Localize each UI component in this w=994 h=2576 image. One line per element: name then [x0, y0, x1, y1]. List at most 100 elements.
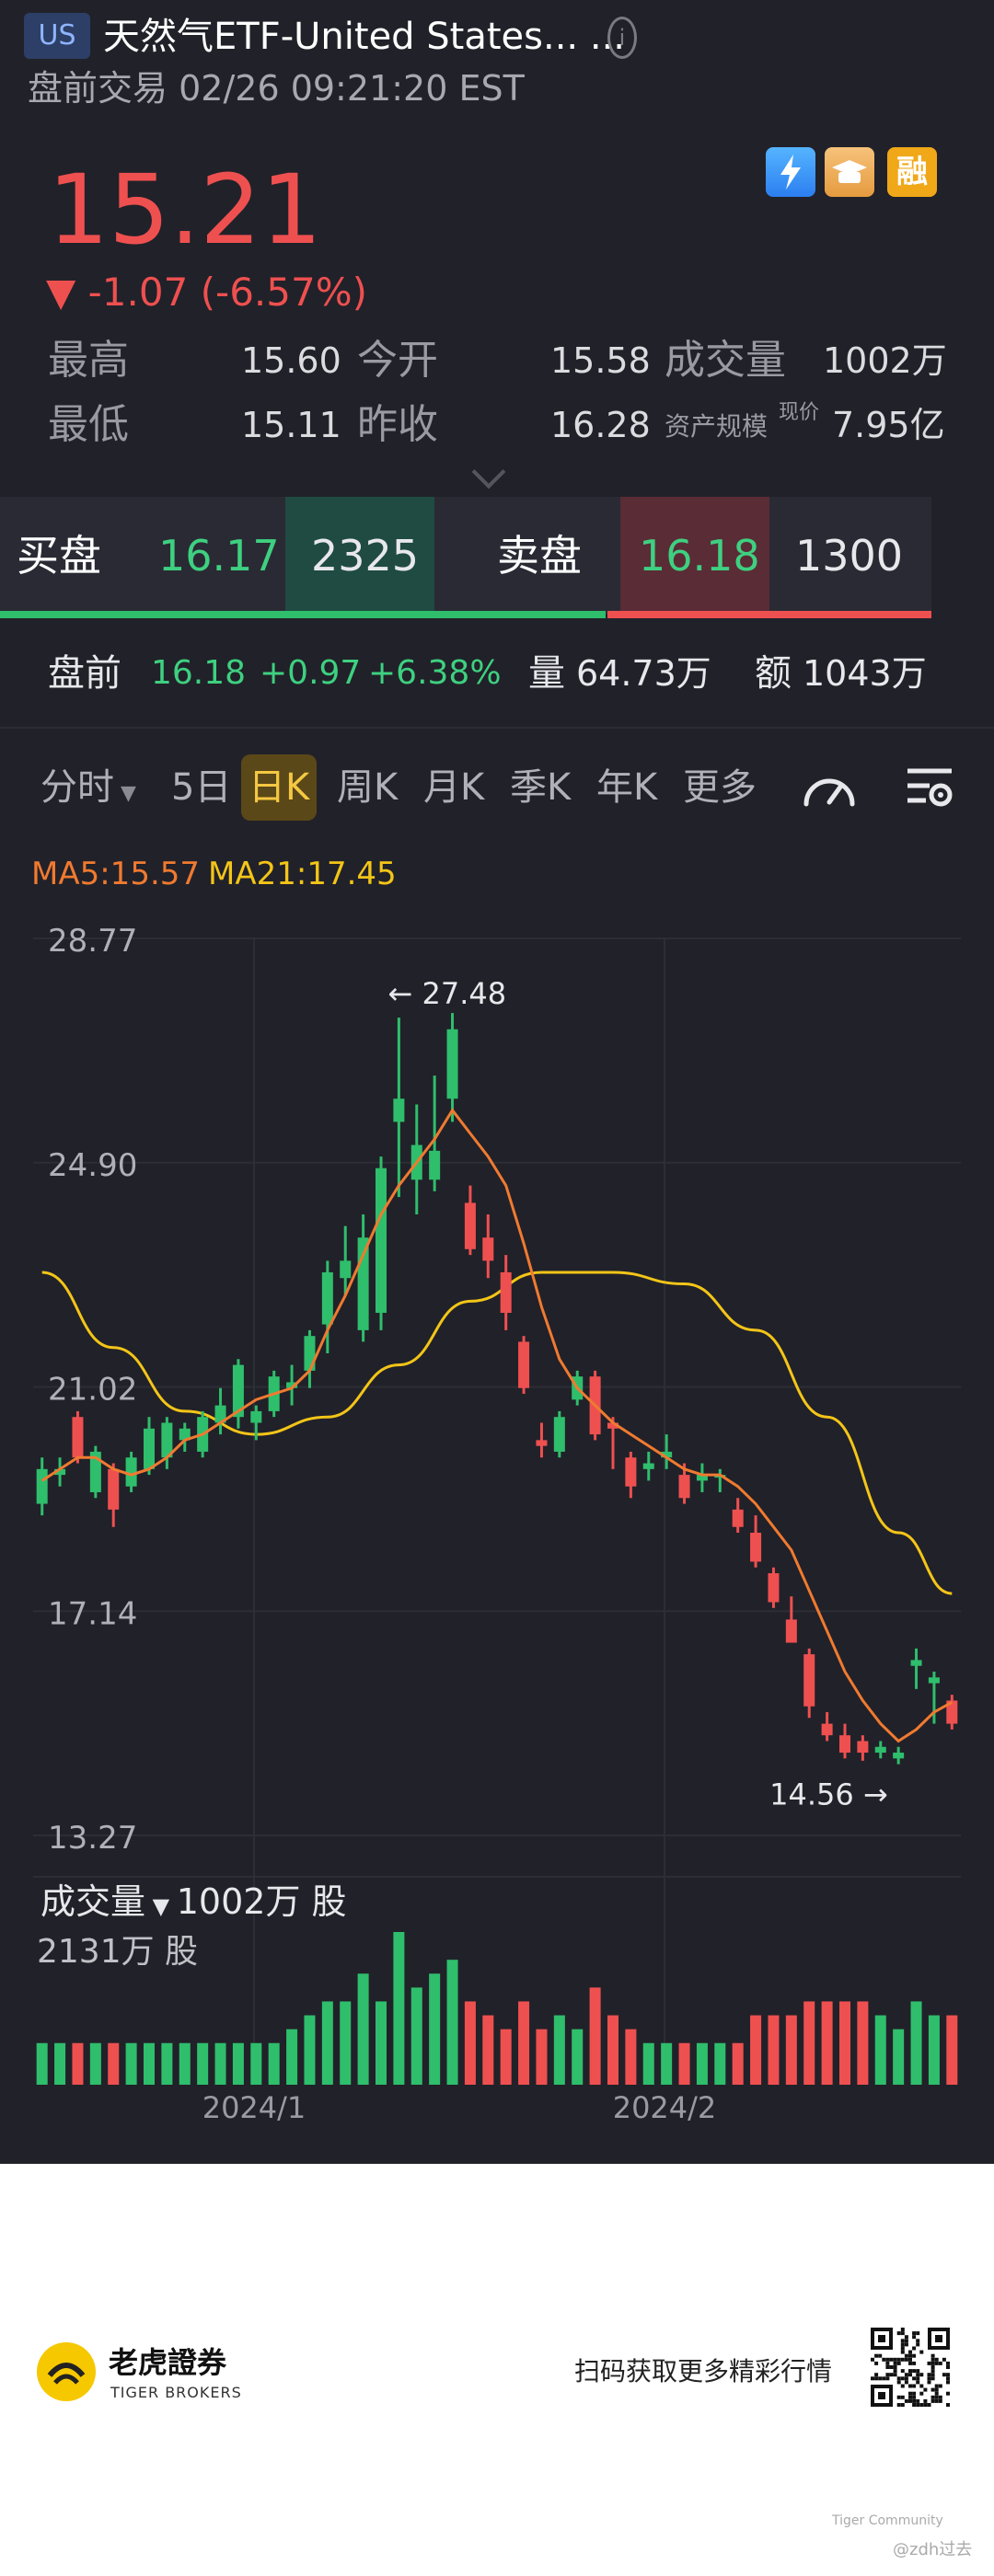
- tab-yearly-k[interactable]: 年K: [596, 766, 658, 809]
- volume-bar: [161, 2042, 173, 2085]
- max-annotation: ← 27.48: [388, 976, 507, 1011]
- ma21-line: [41, 1271, 953, 1595]
- education-icon[interactable]: [825, 147, 874, 197]
- volume-bar: [197, 2042, 209, 2085]
- qr-code-icon[interactable]: [867, 2324, 954, 2410]
- candle-body: [357, 1237, 369, 1330]
- high-label: 最高: [48, 337, 129, 384]
- premarket-vol-label: 量: [528, 652, 565, 695]
- tab-quarterly-k[interactable]: 季K: [510, 766, 572, 809]
- chart-settings-icon[interactable]: [902, 762, 957, 817]
- ask-size[interactable]: 1300: [795, 531, 904, 581]
- price-change: ▼ -1.07 (-6.57%): [46, 270, 368, 315]
- divider: [0, 727, 994, 729]
- low-label: 最低: [48, 401, 129, 448]
- volume-value: 1002万: [823, 340, 947, 381]
- tab-weekly-k[interactable]: 周K: [337, 766, 399, 809]
- volume-bar: [54, 2042, 66, 2085]
- volume-bar: [518, 2001, 530, 2085]
- candle-body: [482, 1237, 494, 1261]
- margin-tag[interactable]: 融: [887, 147, 937, 197]
- last-price: 15.21: [48, 154, 322, 266]
- candle-body: [803, 1654, 815, 1707]
- orderbook: [0, 497, 931, 615]
- caret-down-icon: ▼: [114, 782, 136, 805]
- candle-body: [89, 1451, 101, 1492]
- volume-bar: [928, 2015, 940, 2085]
- session-status: 盘前交易 02/26 09:21:20 EST: [28, 64, 525, 112]
- candle-body: [910, 1660, 922, 1666]
- volume-bar: [125, 2042, 137, 2085]
- tab-more[interactable]: 更多: [683, 766, 757, 809]
- candle-body: [553, 1417, 565, 1452]
- volume-bar: [500, 2029, 512, 2085]
- bolt-icon[interactable]: [766, 147, 815, 197]
- ticker-title[interactable]: 天然气ETF-United States... ...: [103, 16, 626, 58]
- candle-body: [642, 1463, 654, 1469]
- bid-size-cell: [285, 497, 434, 615]
- volume-bar: [946, 2015, 958, 2085]
- brand-cn: 老虎證券: [109, 2345, 227, 2380]
- tab-intraday[interactable]: 分时 ▼: [40, 754, 136, 827]
- info-icon[interactable]: i: [607, 17, 637, 59]
- candle-body: [429, 1150, 441, 1180]
- ask-ratio-bar: [607, 611, 931, 618]
- open-value: 15.58: [550, 340, 651, 381]
- volume-bar: [232, 2042, 244, 2085]
- candle-body: [143, 1428, 156, 1469]
- volume-bar: [642, 2042, 654, 2085]
- candle-body: [464, 1202, 476, 1249]
- candle-body: [661, 1451, 673, 1458]
- quote-screen: US 天然气ETF-United States... ... i 盘前交易 02…: [0, 0, 994, 2164]
- volume-bar: [179, 2042, 191, 2085]
- volume-bar: [72, 2042, 84, 2085]
- prev-close-label: 昨收: [357, 401, 438, 448]
- tab-monthly-k[interactable]: 月K: [423, 766, 485, 809]
- volume-bar: [304, 2015, 316, 2085]
- candle-body: [321, 1271, 333, 1325]
- candle-body: [893, 1753, 905, 1759]
- volume-bar: [214, 2042, 226, 2085]
- ask-price[interactable]: 16.18: [639, 531, 760, 581]
- y-tick-label: 28.77: [48, 923, 137, 960]
- volume-bar: [803, 2001, 815, 2085]
- volume-bar: [714, 2042, 726, 2085]
- tab-intraday-label: 分时: [40, 766, 114, 809]
- premarket-amt-label: 额: [755, 652, 792, 695]
- aum-value: 7.95亿: [832, 405, 945, 445]
- volume-bar: [429, 1973, 441, 2085]
- candle-body: [72, 1417, 84, 1458]
- premarket-pct: +6.38%: [368, 654, 502, 692]
- session-label: 盘前交易: [28, 68, 168, 109]
- premarket-label: 盘前: [48, 652, 121, 695]
- chevron-down-icon[interactable]: [471, 454, 506, 489]
- volume-bar: [821, 2001, 833, 2085]
- gauge-icon[interactable]: [799, 762, 860, 817]
- volume-bar: [268, 2042, 280, 2085]
- candle-body: [536, 1440, 548, 1446]
- candle-body: [857, 1741, 869, 1754]
- watermark-user: @zdh过去: [893, 2540, 973, 2559]
- open-label: 今开: [357, 337, 438, 384]
- bid-price[interactable]: 16.17: [158, 531, 280, 581]
- volume-indicator-value: 1002万 股: [176, 1881, 347, 1922]
- brand-en: TIGER BROKERS: [110, 2384, 242, 2401]
- volume-header[interactable]: 成交量 ▼ 1002万 股: [40, 1877, 347, 1931]
- market-badge: US: [24, 13, 90, 59]
- tab-daily-k[interactable]: 日K: [241, 754, 318, 821]
- tab-5day[interactable]: 5日: [171, 766, 232, 809]
- candle-body: [607, 1422, 619, 1429]
- premarket-change: +0.97: [260, 654, 362, 692]
- candle-body: [821, 1723, 833, 1736]
- volume-bar: [357, 1973, 369, 2085]
- volume-bar: [678, 2042, 690, 2085]
- candle-body: [286, 1382, 298, 1388]
- bid-size[interactable]: 2325: [311, 531, 420, 581]
- volume-bar: [785, 2015, 797, 2085]
- ask-price-cell: [620, 497, 769, 615]
- ma5-line: [40, 1108, 954, 1743]
- volume-bar: [910, 2001, 922, 2085]
- kline-chart[interactable]: 28.77 24.90 21.02 17.14 13.27 ← 27.48 14.56 → 2…: [0, 911, 994, 2125]
- volume-bar: [375, 2001, 387, 2085]
- candle-body: [393, 1098, 405, 1122]
